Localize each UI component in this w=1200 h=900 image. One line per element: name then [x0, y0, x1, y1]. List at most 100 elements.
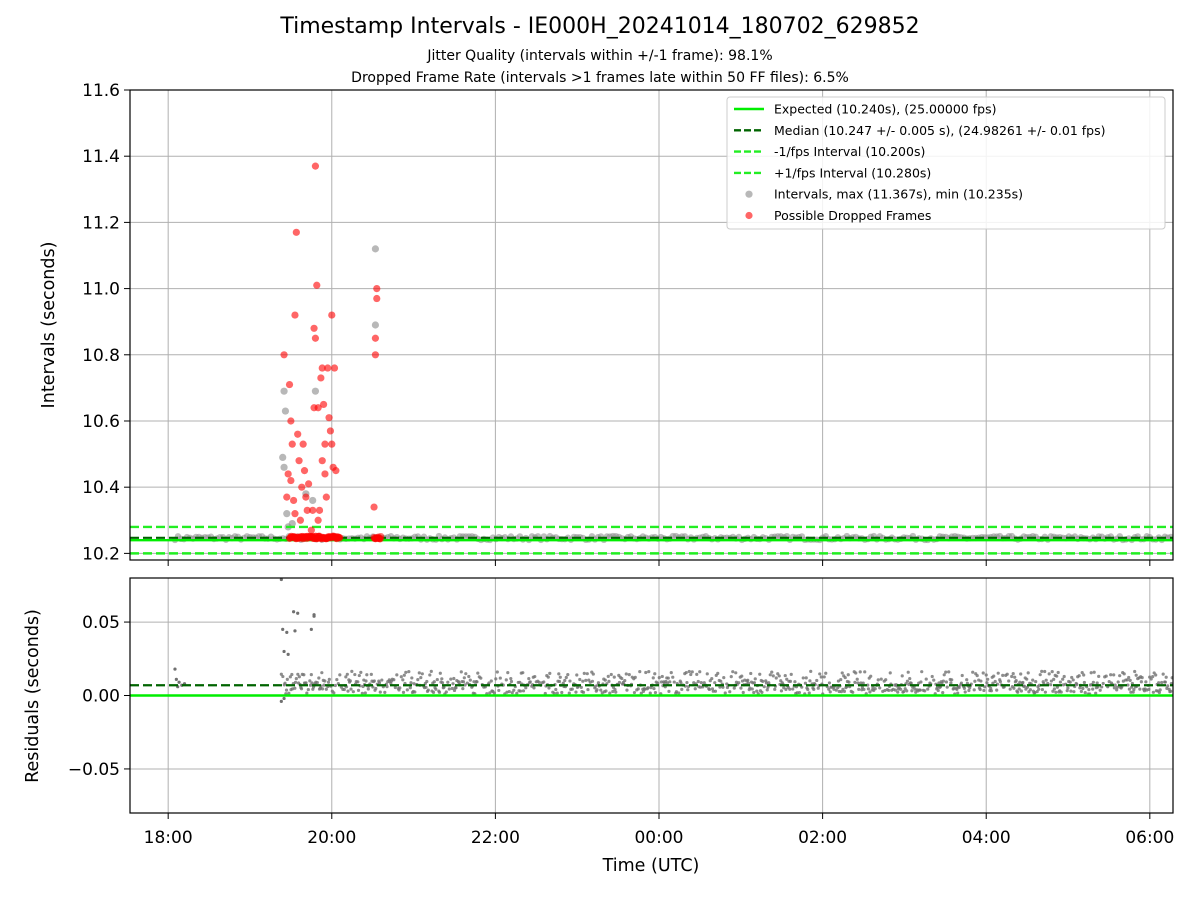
residual-point	[1127, 675, 1131, 680]
residual-point	[965, 678, 969, 682]
residual-point	[716, 671, 720, 675]
residual-point	[1098, 688, 1102, 692]
residual-point	[497, 688, 501, 693]
residual-point	[1031, 678, 1035, 682]
interval-point	[280, 463, 288, 471]
residual-point	[627, 673, 631, 677]
residual-point	[1062, 674, 1066, 679]
residual-point	[1113, 683, 1117, 687]
residual-point	[290, 672, 294, 677]
residual-point	[475, 680, 479, 684]
residual-point	[1026, 671, 1030, 675]
residual-point	[740, 674, 744, 678]
residual-point	[963, 690, 967, 694]
residual-point	[506, 671, 510, 675]
residual-point	[896, 690, 900, 694]
residual-point	[944, 680, 949, 684]
residual-point	[365, 673, 369, 677]
residual-point	[578, 677, 582, 682]
residual-point	[771, 674, 775, 678]
residual-point	[1134, 673, 1138, 677]
residual-point	[919, 680, 923, 684]
residual-point	[366, 687, 370, 691]
residual-point	[1170, 676, 1173, 680]
residual-point	[581, 679, 585, 683]
residual-point	[653, 672, 657, 676]
residual-point	[356, 688, 361, 692]
residual-point	[1044, 678, 1048, 682]
residual-point	[292, 610, 296, 614]
residual-point	[699, 681, 703, 685]
residual-point	[1038, 673, 1042, 677]
residual-point	[416, 678, 420, 682]
residual-point	[690, 670, 694, 674]
residual-point	[656, 681, 660, 685]
residual-point	[338, 673, 342, 677]
residual-point	[489, 679, 493, 683]
residual-point	[741, 690, 745, 695]
dropped-frame-point	[371, 334, 380, 342]
residual-point	[398, 686, 402, 690]
residual-point	[324, 687, 328, 691]
residual-point	[935, 685, 940, 689]
dropped-frame-point	[322, 493, 330, 501]
residual-point	[468, 678, 472, 682]
dropped-frame-point	[318, 457, 326, 465]
residual-point	[625, 688, 629, 692]
residual-point	[967, 688, 971, 693]
residual-point	[648, 691, 652, 695]
dropped-frame-point	[290, 496, 298, 505]
dropped-frame-point	[291, 311, 299, 319]
residual-point	[965, 681, 969, 685]
residual-point	[866, 687, 871, 691]
residual-point	[461, 680, 466, 684]
residual-point	[1151, 690, 1155, 694]
residual-point	[1092, 670, 1096, 674]
residual-point	[822, 675, 826, 679]
residual-point	[647, 669, 651, 674]
residual-point	[887, 688, 891, 693]
residual-point	[285, 630, 289, 634]
residual-point	[320, 671, 324, 675]
residual-point	[807, 691, 811, 695]
residual-point	[942, 673, 946, 677]
residual-point	[533, 674, 537, 679]
dropped-frame-point	[287, 476, 295, 485]
residual-point	[936, 688, 940, 693]
x-tick-label: 06:00	[1125, 828, 1174, 848]
residual-point	[698, 670, 702, 674]
residual-point	[752, 690, 756, 695]
residual-point	[555, 691, 559, 695]
residual-point	[801, 676, 805, 680]
residual-point	[1056, 670, 1060, 675]
residual-point	[879, 677, 883, 681]
residual-point	[758, 672, 762, 676]
residual-point	[993, 679, 997, 684]
residual-point	[450, 686, 454, 691]
residual-point	[839, 690, 844, 694]
residual-point	[528, 680, 532, 684]
residual-point	[612, 675, 616, 679]
residual-point	[827, 687, 831, 691]
residual-point	[408, 686, 412, 690]
residual-point	[803, 681, 808, 685]
residual-point	[392, 678, 396, 682]
residual-point	[429, 669, 433, 673]
residual-point	[293, 680, 298, 684]
residual-point	[1161, 672, 1165, 676]
dropped-frame-point	[370, 503, 378, 511]
residual-point	[515, 691, 519, 695]
residual-point	[955, 687, 959, 691]
residual-point	[862, 687, 866, 692]
bottom-y-axis-label: Residuals (seconds)	[23, 609, 43, 783]
top-plot-frame	[129, 89, 1174, 561]
residual-point	[1013, 675, 1017, 679]
residual-point	[1068, 680, 1072, 684]
residual-point	[596, 681, 601, 685]
residual-point	[918, 688, 922, 692]
legend-marker	[745, 211, 753, 220]
dropped-frame-point	[328, 311, 336, 319]
interval-point	[371, 321, 380, 329]
residual-point	[762, 685, 766, 689]
